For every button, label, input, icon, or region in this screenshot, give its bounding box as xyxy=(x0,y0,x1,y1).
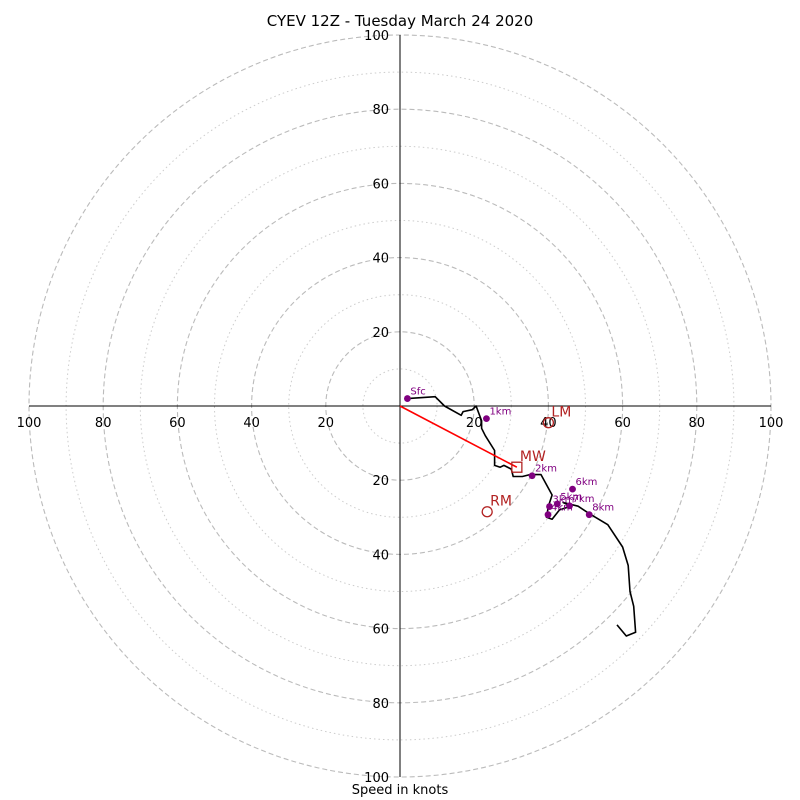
storm-marker-lm xyxy=(542,417,555,429)
height-marker-1km xyxy=(483,415,490,423)
height-marker-2km xyxy=(528,472,536,480)
tick-label-down-60: 60 xyxy=(372,623,389,638)
height-label-2km: 2km xyxy=(535,464,557,475)
tick-label-up-80: 80 xyxy=(372,103,389,118)
tick-labels: 2020202040404040606060608080808010010010… xyxy=(17,29,784,786)
height-label-4km: 4km xyxy=(551,503,573,514)
tick-label-left-100: 100 xyxy=(17,416,42,431)
height-label-1km: 1km xyxy=(489,407,511,418)
storm-label-lm: LM xyxy=(551,405,571,421)
tick-label-right-100: 100 xyxy=(759,416,784,431)
storm-label-mw: MW xyxy=(520,449,546,465)
tick-label-up-60: 60 xyxy=(372,177,389,192)
height-marker-7km xyxy=(566,502,573,510)
height-marker-3km xyxy=(546,503,553,510)
tick-label-down-80: 80 xyxy=(372,697,389,712)
storm-label-rm: RM xyxy=(490,494,512,510)
tick-label-left-60: 60 xyxy=(169,416,186,431)
tick-label-down-40: 40 xyxy=(372,548,389,563)
storm-marker-mw xyxy=(511,461,523,473)
height-label-3km: 3km xyxy=(553,495,575,506)
height-marker-8km xyxy=(585,511,593,519)
height-label-6km: 6km xyxy=(576,477,598,488)
tick-label-left-40: 40 xyxy=(243,416,260,431)
tick-label-right-60: 60 xyxy=(614,416,631,431)
storm-motion-markers: LM MW RM xyxy=(481,405,571,518)
height-marker-6km xyxy=(569,485,576,493)
height-label-8km: 8km xyxy=(592,503,614,514)
hodograph-line xyxy=(407,395,637,637)
tick-label-up-100: 100 xyxy=(364,29,389,44)
tick-label-right-20: 20 xyxy=(466,416,483,431)
tick-label-down-100: 100 xyxy=(364,771,389,786)
height-marker-sfc xyxy=(404,395,411,402)
height-label-7km: 7km xyxy=(573,494,595,505)
tick-label-left-80: 80 xyxy=(95,416,112,431)
x-axis-label: Speed in knots xyxy=(351,783,449,798)
tick-label-up-20: 20 xyxy=(372,326,389,341)
tick-label-right-80: 80 xyxy=(689,416,706,431)
tick-label-left-20: 20 xyxy=(318,416,335,431)
height-label-sfc: Sfc xyxy=(410,387,425,398)
mean-wind-vector-line xyxy=(399,405,518,468)
mean-wind-vector xyxy=(399,405,518,468)
hodograph-trace xyxy=(407,395,637,637)
tick-label-down-20: 20 xyxy=(372,474,389,489)
chart-title: CYEV 12Z - Tuesday March 24 2020 xyxy=(266,12,534,30)
height-marker-5km xyxy=(553,500,561,508)
storm-marker-rm xyxy=(481,506,493,518)
height-marker-4km xyxy=(544,511,552,519)
height-label-5km: 5km xyxy=(560,492,582,503)
tick-label-up-40: 40 xyxy=(372,252,389,267)
